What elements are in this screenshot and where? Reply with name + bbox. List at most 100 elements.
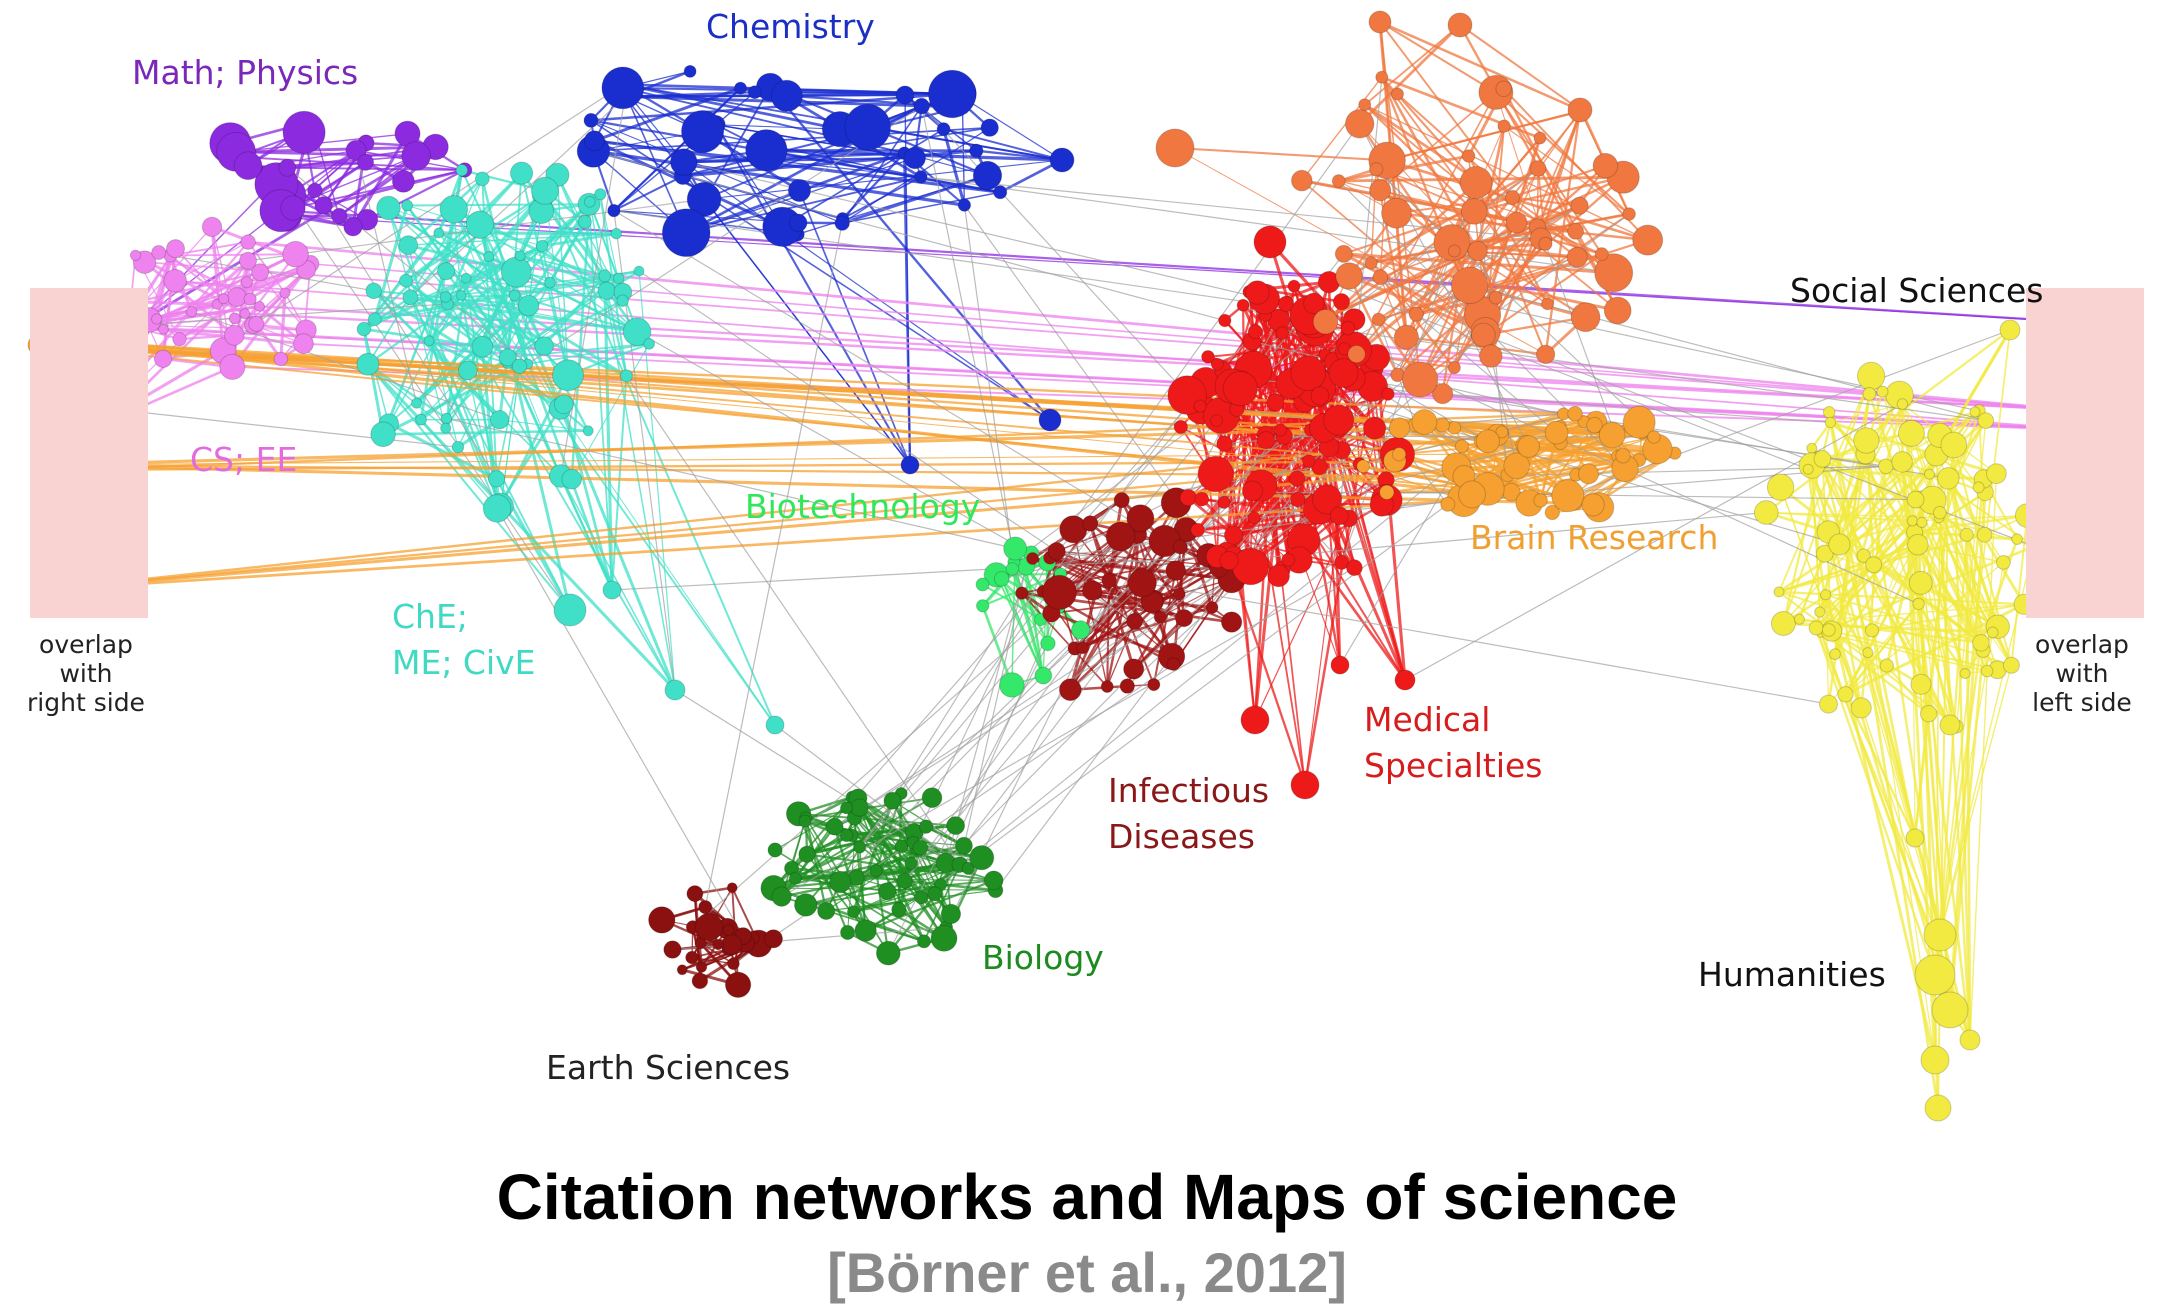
journal-node: [1003, 536, 1028, 561]
cluster-link: [611, 375, 628, 591]
journal-node: [643, 337, 655, 350]
journal-node: [883, 791, 902, 810]
journal-node: [172, 331, 187, 347]
journal-node: [1581, 493, 1605, 517]
journal-node: [767, 842, 783, 858]
journal-node: [663, 940, 682, 959]
label-medical-specialties-line-1: Medical: [1364, 700, 1491, 739]
journal-node: [455, 289, 467, 301]
cluster-link: [1919, 582, 1940, 1109]
journal-node: [307, 182, 323, 199]
journal-node: [1856, 361, 1886, 391]
cluster-link: [774, 849, 925, 942]
cross-field-link: [1544, 243, 1624, 456]
cross-field-link: [704, 223, 843, 908]
journal-node: [1434, 417, 1451, 433]
journal-node: [1105, 521, 1136, 552]
journal-node: [686, 885, 704, 903]
cluster-link: [1348, 167, 1539, 278]
cluster-link: [1379, 21, 1514, 199]
journal-node: [721, 933, 743, 955]
journal-node: [921, 787, 943, 809]
cross-field-link: [774, 724, 961, 866]
cluster-link: [1810, 421, 1832, 450]
journal-node: [1331, 174, 1346, 188]
cluster-link: [1375, 357, 1407, 681]
journal-node: [771, 886, 792, 907]
cross-field-link: [527, 105, 923, 365]
journal-node: [724, 971, 752, 998]
journal-node: [1529, 160, 1547, 177]
cluster-link: [444, 296, 676, 691]
journal-node: [1566, 246, 1588, 268]
journal-node: [1896, 398, 1909, 410]
cluster-link: [338, 155, 417, 217]
journal-node: [1047, 542, 1066, 561]
journal-node: [957, 198, 972, 212]
cross-field-link: [959, 566, 1027, 865]
journal-node: [534, 336, 554, 356]
cluster-link: [1459, 24, 1583, 112]
cluster-link: [1397, 109, 1581, 376]
journal-node: [1330, 655, 1350, 675]
journal-node: [1247, 511, 1261, 525]
cluster-link: [1778, 375, 1872, 593]
journal-node: [1101, 572, 1117, 589]
journal-node: [1058, 678, 1082, 702]
label-chemistry: Chemistry: [706, 4, 875, 50]
cluster-link: [126, 325, 2086, 432]
journal-node: [1231, 547, 1270, 586]
journal-node: [763, 929, 784, 949]
journal-node: [1381, 197, 1412, 229]
cluster-link: [1358, 24, 1461, 125]
journal-node: [1977, 412, 1995, 429]
journal-node: [685, 950, 699, 965]
journal-node: [509, 161, 534, 185]
cross-field-link: [1339, 467, 1457, 666]
journal-node: [798, 814, 812, 828]
journal-node: [1291, 169, 1313, 192]
journal-node: [423, 335, 435, 347]
journal-node: [489, 410, 510, 430]
journal-node: [440, 412, 453, 425]
journal-node: [975, 577, 990, 592]
journal-node: [1290, 355, 1327, 392]
cluster-link: [1914, 444, 1955, 839]
journal-node: [1369, 162, 1384, 177]
journal-node: [544, 276, 556, 289]
journal-node: [240, 234, 256, 250]
journal-node: [399, 273, 413, 288]
journal-node: [610, 227, 623, 240]
cross-field-link: [119, 409, 458, 448]
cluster-link: [387, 207, 447, 429]
cross-field-link: [1415, 313, 1557, 434]
journal-node: [1273, 423, 1288, 437]
journal-node: [1210, 357, 1224, 371]
right-overlap-line-3: left side: [2032, 688, 2132, 717]
journal-node: [999, 672, 1025, 698]
journal-node: [535, 239, 549, 253]
journal-node: [474, 171, 490, 187]
journal-node: [612, 272, 625, 285]
journal-node: [1288, 470, 1306, 487]
label-humanities-line-1: Humanities: [1698, 955, 1886, 994]
journal-node: [745, 129, 788, 172]
journal-node: [1059, 515, 1088, 544]
cross-field-link: [638, 270, 1057, 552]
journal-node: [451, 440, 465, 454]
journal-node: [1394, 669, 1416, 691]
journal-node: [1253, 225, 1287, 259]
journal-node: [1940, 431, 1968, 459]
cluster-link: [1839, 520, 1913, 546]
label-humanities: Humanities: [1698, 952, 1886, 998]
journal-node: [916, 934, 932, 949]
cross-field-link: [1142, 582, 1829, 705]
journal-node: [1433, 224, 1471, 261]
cluster-link: [1324, 181, 1478, 323]
cross-field-link: [560, 96, 626, 477]
cluster-link: [1495, 92, 1546, 244]
cluster-link: [513, 294, 677, 691]
cluster-link: [445, 296, 638, 333]
cross-field-link: [613, 209, 1268, 306]
journal-node: [1281, 552, 1296, 567]
